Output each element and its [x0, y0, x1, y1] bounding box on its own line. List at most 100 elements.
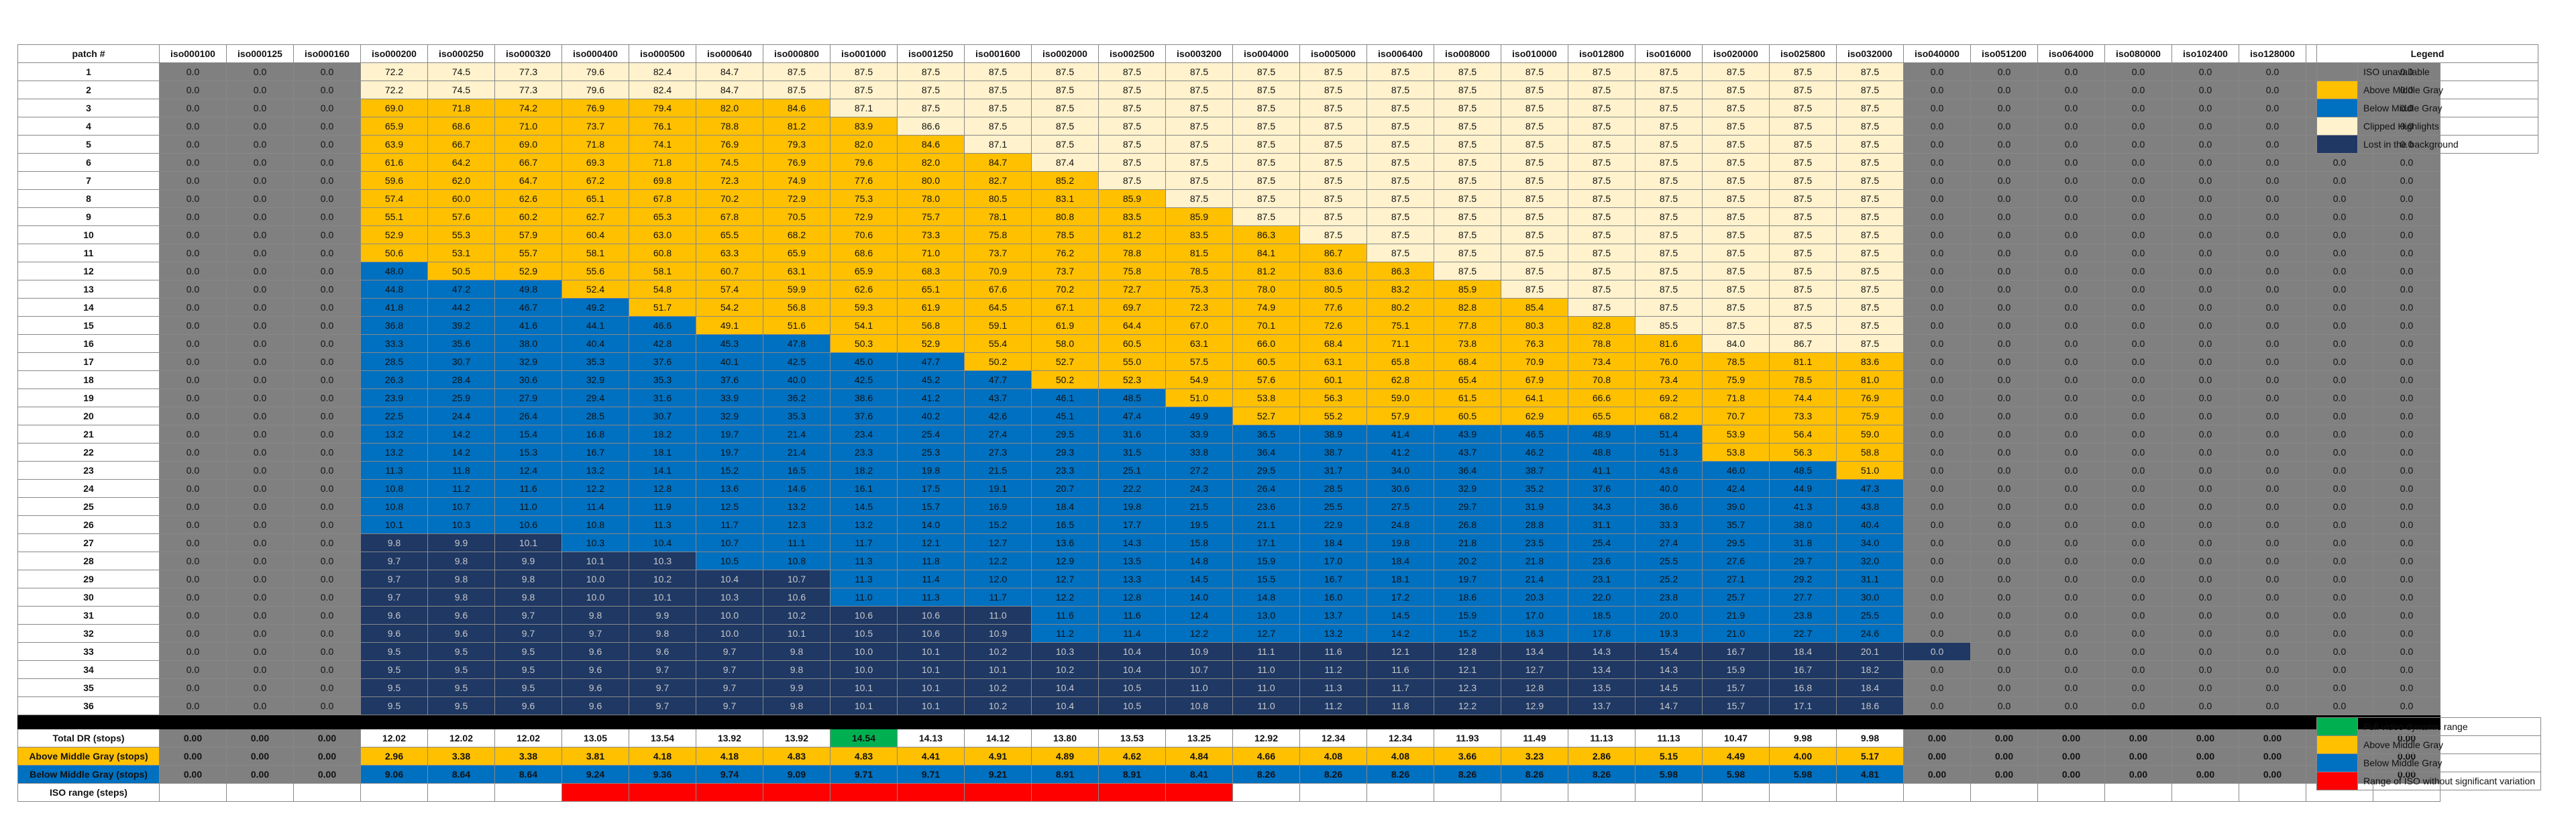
patch-value: 0.0	[2306, 696, 2373, 715]
patch-value: 0.0	[2306, 570, 2373, 588]
patch-value: 17.7	[1098, 515, 1166, 534]
patch-value: 0.0	[159, 225, 227, 244]
patch-value: 74.4	[1769, 388, 1837, 407]
patch-value: 36.4	[1434, 461, 1501, 480]
patch-value: 0.0	[2037, 135, 2105, 154]
separator-row	[17, 715, 2440, 729]
patch-value: 0.0	[2171, 370, 2239, 389]
patch-value: 0.0	[293, 570, 361, 588]
patch-value: 34.3	[1568, 497, 1635, 516]
patch-value: 13.7	[1299, 606, 1367, 625]
patch-value: 9.7	[696, 660, 763, 679]
patch-value: 74.9	[763, 171, 830, 190]
patch-value: 0.0	[1903, 280, 1971, 299]
patch-value: 21.4	[1501, 570, 1568, 588]
summary-value: 9.09	[763, 765, 830, 784]
legend-swatch	[2316, 735, 2358, 754]
patch-row: 16 0.0 0.0 0.0 33.3 35.6 38.0 40.4 42.8 45.3 47.8 5…	[17, 334, 2440, 353]
patch-value: 68.6	[830, 244, 898, 262]
patch-value: 0.0	[159, 388, 227, 407]
patch-value: 51.7	[629, 298, 696, 317]
patch-value: 0.0	[226, 606, 294, 625]
patch-value: 40.1	[696, 352, 763, 371]
summary-value	[1366, 783, 1434, 802]
patch-value: 20.3	[1501, 588, 1568, 607]
patch-value: 0.0	[1970, 99, 2038, 117]
patch-value: 48.5	[1769, 461, 1837, 480]
patch-value: 18.4	[1769, 642, 1837, 661]
patch-value: 70.6	[830, 225, 898, 244]
patch-value: 76.0	[1635, 352, 1703, 371]
patch-value: 55.7	[494, 244, 562, 262]
patch-value: 0.0	[2171, 678, 2239, 697]
patch-value: 0.0	[2104, 117, 2172, 136]
patch-value: 0.0	[159, 642, 227, 661]
patch-value: 52.9	[494, 262, 562, 280]
patch-value: 9.6	[561, 642, 629, 661]
patch-row: 2 0.0 0.0 0.0 72.2 74.5 77.3 79.6 82.4 84.7 87.5 87…	[17, 81, 2440, 99]
summary-value: 5.15	[1635, 747, 1703, 766]
patch-value: 0.0	[2373, 479, 2440, 498]
summary-value	[1098, 783, 1166, 802]
summary-value: 0.00	[2104, 765, 2172, 784]
patch-value: 87.5	[1098, 81, 1166, 99]
patch-value: 29.4	[561, 388, 629, 407]
summary-value: 9.98	[1836, 729, 1904, 747]
patch-value: 11.9	[629, 497, 696, 516]
patch-value: 0.0	[293, 696, 361, 715]
patch-value: 11.1	[763, 533, 830, 552]
patch-value: 0.0	[1970, 461, 2038, 480]
patch-value: 0.0	[2239, 660, 2306, 679]
patch-value: 0.0	[2373, 497, 2440, 516]
patch-value: 0.0	[2104, 515, 2172, 534]
patch-value: 0.0	[293, 298, 361, 317]
patch-value: 9.8	[494, 588, 562, 607]
patch-value: 0.0	[2239, 515, 2306, 534]
patch-value: 0.0	[2239, 334, 2306, 353]
patch-value: 87.5	[1098, 135, 1166, 154]
patch-number: 16	[17, 334, 160, 353]
patch-value: 27.5	[1366, 497, 1434, 516]
patch-value: 0.0	[159, 660, 227, 679]
patch-value: 87.5	[1165, 153, 1233, 172]
summary-value	[2171, 783, 2239, 802]
patch-value: 14.6	[763, 479, 830, 498]
patch-value: 87.5	[1836, 244, 1904, 262]
legend-swatch	[2316, 753, 2358, 772]
patch-value: 0.0	[226, 298, 294, 317]
patch-value: 64.7	[494, 171, 562, 190]
patch-value: 9.6	[561, 678, 629, 697]
patch-value: 62.9	[1501, 407, 1568, 425]
summary-value	[226, 783, 294, 802]
patch-value: 87.5	[1366, 171, 1434, 190]
patch-number: 28	[17, 552, 160, 570]
patch-value: 29.5	[1031, 425, 1099, 444]
patch-value: 11.7	[1366, 678, 1434, 697]
patch-value: 68.6	[427, 117, 495, 136]
summary-value: 13.53	[1098, 729, 1166, 747]
patch-value: 0.0	[226, 497, 294, 516]
patch-number: 4	[17, 117, 160, 136]
patch-value: 80.5	[964, 189, 1032, 208]
patch-value: 0.0	[1970, 370, 2038, 389]
patch-value: 9.5	[427, 660, 495, 679]
patch-value: 15.7	[1702, 678, 1770, 697]
patch-value: 87.5	[1501, 117, 1568, 136]
patch-value: 74.9	[1232, 298, 1300, 317]
patch-value: 0.0	[2104, 334, 2172, 353]
patch-value: 10.2	[629, 570, 696, 588]
patch-value: 9.9	[494, 552, 562, 570]
patch-value: 83.5	[1165, 225, 1233, 244]
patch-value: 14.5	[1635, 678, 1703, 697]
patch-value: 60.0	[427, 189, 495, 208]
patch-value: 0.0	[226, 334, 294, 353]
patch-value: 22.5	[360, 407, 428, 425]
patch-row: 8 0.0 0.0 0.0 57.4 60.0 62.6 65.1 67.8 70.2 72.9 75…	[17, 189, 2440, 208]
patch-value: 25.2	[1635, 570, 1703, 588]
patch-value: 0.0	[293, 99, 361, 117]
patch-value: 87.5	[1434, 244, 1501, 262]
patch-value: 0.0	[1903, 588, 1971, 607]
patch-value: 0.0	[2104, 425, 2172, 444]
summary-value: 9.98	[1769, 729, 1837, 747]
patch-value: 0.0	[159, 443, 227, 462]
